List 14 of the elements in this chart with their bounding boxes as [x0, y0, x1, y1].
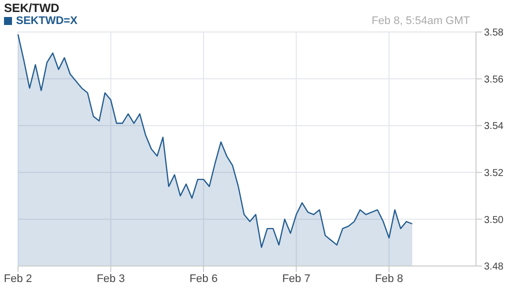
- y-tick-label: 3.48: [484, 262, 504, 273]
- text: Feb 8, 5:54am GMT: [372, 15, 470, 27]
- x-tick-label: Feb 6: [189, 272, 218, 285]
- y-tick-label: 3.50: [484, 214, 504, 226]
- chart-title: SEK/TWD: [4, 1, 60, 15]
- y-tick-label: 3.58: [484, 28, 504, 39]
- x-tick-label: Feb 8: [374, 272, 404, 285]
- x-tick-label: Feb 3: [96, 272, 125, 285]
- y-tick-label: 3.52: [484, 168, 504, 179]
- x-tick-label: Feb 7: [282, 272, 310, 285]
- y-tick-label: 3.56: [484, 74, 504, 86]
- y-tick-label: 3.54: [484, 121, 504, 132]
- legend-label: SEKTWD=X: [16, 15, 78, 27]
- x-tick-label: Feb 2: [4, 272, 32, 285]
